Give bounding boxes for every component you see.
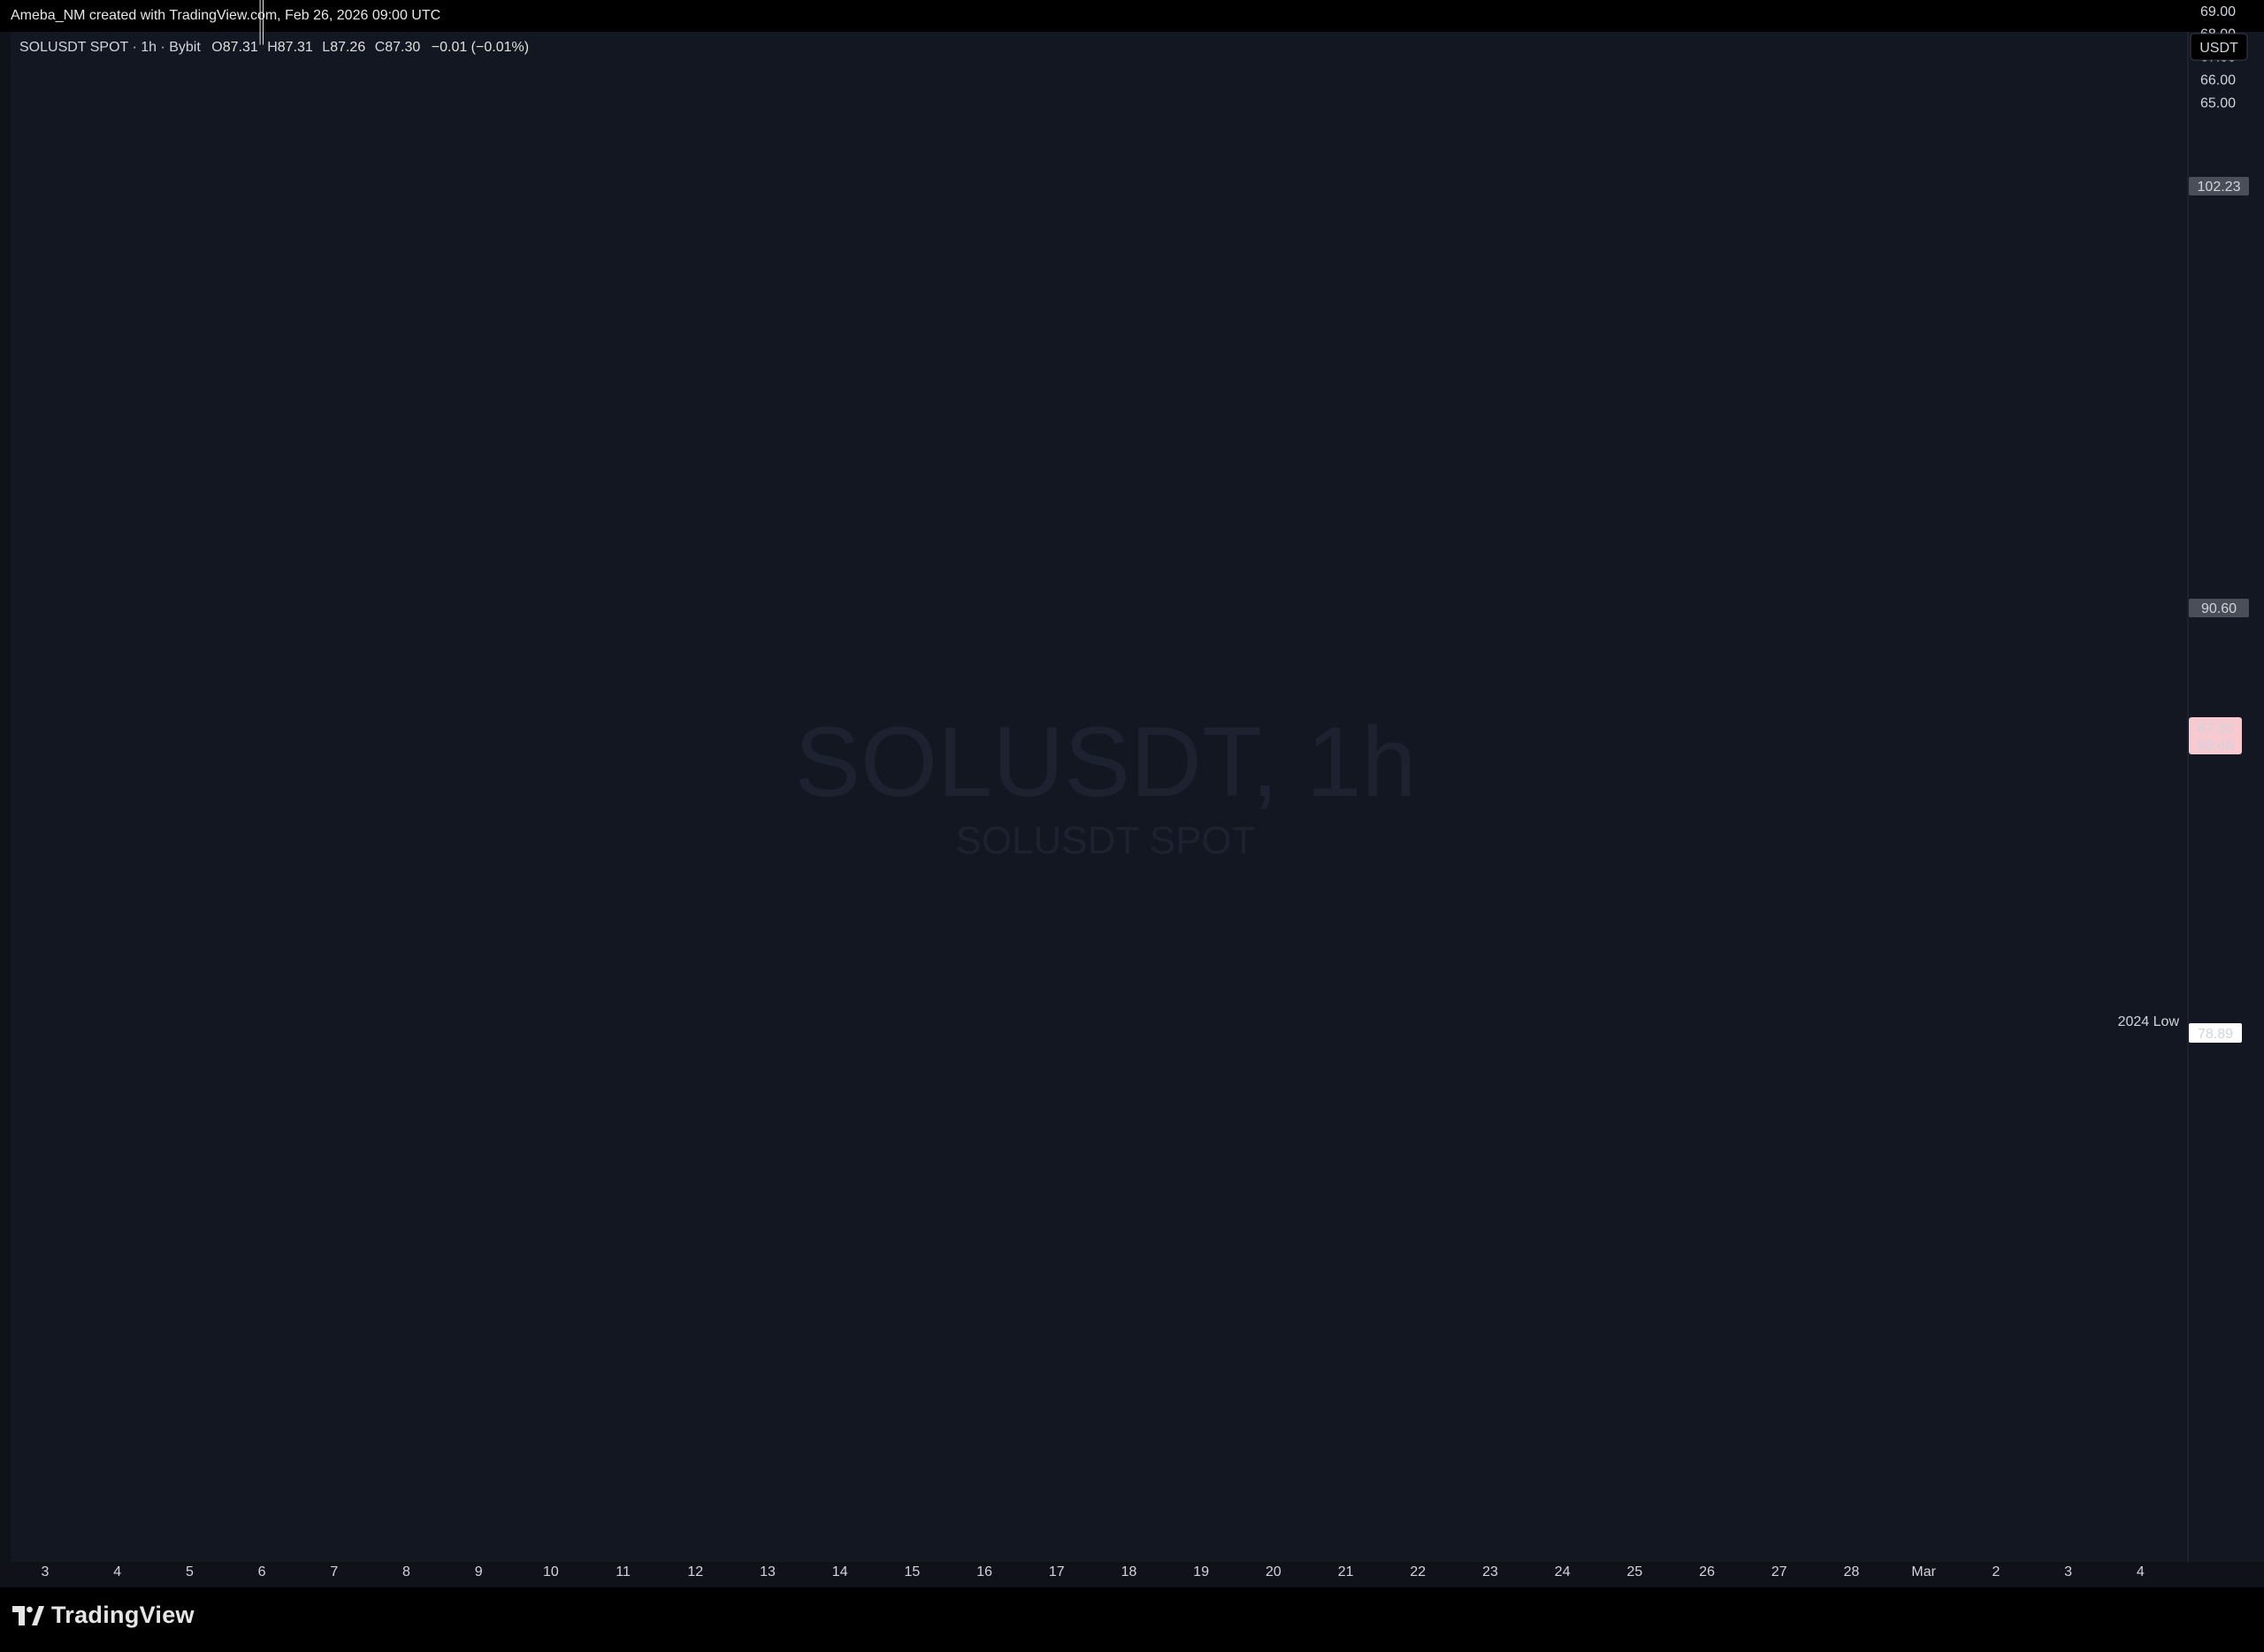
currency-button[interactable] — [2190, 33, 2248, 61]
legend-change: −0.01 (−0.01%) — [432, 40, 529, 55]
watermark-subtitle: SOLUSDT SPOT — [955, 819, 1255, 862]
x-tick-label: 13 — [760, 1564, 776, 1579]
level-top-price: 102.23 — [2198, 180, 2241, 195]
plot-area[interactable] — [11, 32, 2188, 1587]
y-tick-label: 69.00 — [2200, 4, 2236, 19]
x-tick-label: 9 — [475, 1564, 483, 1579]
last-price: 87.30 — [2198, 722, 2233, 737]
x-tick-label: 2 — [1992, 1564, 2000, 1579]
legend-open: 87.31 — [223, 40, 258, 55]
level-top-tag — [2189, 177, 2249, 195]
x-tick-label: 6 — [258, 1564, 266, 1579]
x-tick-label: 17 — [1049, 1564, 1065, 1579]
x-tick-label: 22 — [1410, 1564, 1426, 1579]
price-axis[interactable] — [2188, 32, 2264, 1587]
legend-high-label: H — [267, 40, 278, 55]
x-tick-label: 5 — [186, 1564, 194, 1579]
x-tick-label: 16 — [976, 1564, 992, 1579]
legend-symbol: SOLUSDT SPOT · 1h · Bybit — [19, 40, 201, 55]
x-tick-label: 14 — [832, 1564, 848, 1579]
x-tick-label: 4 — [113, 1564, 121, 1579]
x-tick-label: 26 — [1699, 1564, 1715, 1579]
x-tick-label: 20 — [1266, 1564, 1281, 1579]
x-tick-label: 24 — [1555, 1564, 1571, 1579]
tradingview-logo-icon — [12, 1605, 44, 1625]
x-tick-label: 12 — [687, 1564, 703, 1579]
tradingview-brand[interactable]: TradingView — [12, 1602, 195, 1629]
x-tick-label: 28 — [1844, 1564, 1860, 1579]
x-tick-label: 15 — [905, 1564, 921, 1579]
x-tick-label: 3 — [42, 1564, 50, 1579]
x-tick-label: 18 — [1121, 1564, 1137, 1579]
low-2024-label: 2024 Low — [2118, 1014, 2180, 1029]
x-tick-label: 10 — [543, 1564, 559, 1579]
x-tick-label: 4 — [2137, 1564, 2145, 1579]
chart-credit-bar: Ameba_NM created with TradingView.com, F… — [0, 0, 2264, 32]
level-resistance-price: 90.60 — [2201, 601, 2237, 616]
svg-text:SOLUSDT SPOT · 1h · Bybit: SOLUSDT SPOT · 1h · Bybit O87.31 H87.31 … — [19, 40, 529, 55]
watermark-title: SOLUSDT, 1h — [794, 707, 1416, 817]
x-tick-label: 3 — [2064, 1564, 2072, 1579]
footer-bar: TradingView — [0, 1587, 2264, 1652]
legend-close: 87.30 — [385, 40, 420, 55]
tradingview-wordmark: TradingView — [51, 1602, 195, 1628]
level-resistance-tag — [2189, 599, 2249, 617]
legend-low: 87.26 — [330, 40, 365, 55]
x-tick-label: 19 — [1193, 1564, 1209, 1579]
legend-high: 87.31 — [278, 40, 313, 55]
x-tick-label: 21 — [1338, 1564, 1354, 1579]
y-tick-label: 65.00 — [2200, 96, 2236, 111]
level-2024-low-price: 78.89 — [2198, 1027, 2233, 1042]
credit-text: Ameba_NM created with TradingView.com, F… — [11, 8, 441, 23]
x-tick-label: 7 — [330, 1564, 338, 1579]
legend-close-label: C — [375, 40, 386, 55]
y-tick-label: 66.00 — [2200, 73, 2236, 88]
x-tick-label: 23 — [1482, 1564, 1498, 1579]
legend-low-label: L — [322, 40, 330, 55]
x-tick-label: 11 — [616, 1564, 631, 1579]
level-2024-low-tag — [2189, 1023, 2242, 1043]
x-tick-label: 25 — [1627, 1564, 1643, 1579]
legend-open-label: O — [211, 40, 222, 55]
bar-countdown: 59:46 — [2198, 738, 2233, 753]
x-tick-label: 27 — [1771, 1564, 1787, 1579]
x-tick-label: Mar — [1911, 1564, 1936, 1579]
last-price-tag — [2189, 717, 2242, 754]
currency-label[interactable]: USDT — [2199, 41, 2238, 56]
x-tick-label: 8 — [402, 1564, 410, 1579]
